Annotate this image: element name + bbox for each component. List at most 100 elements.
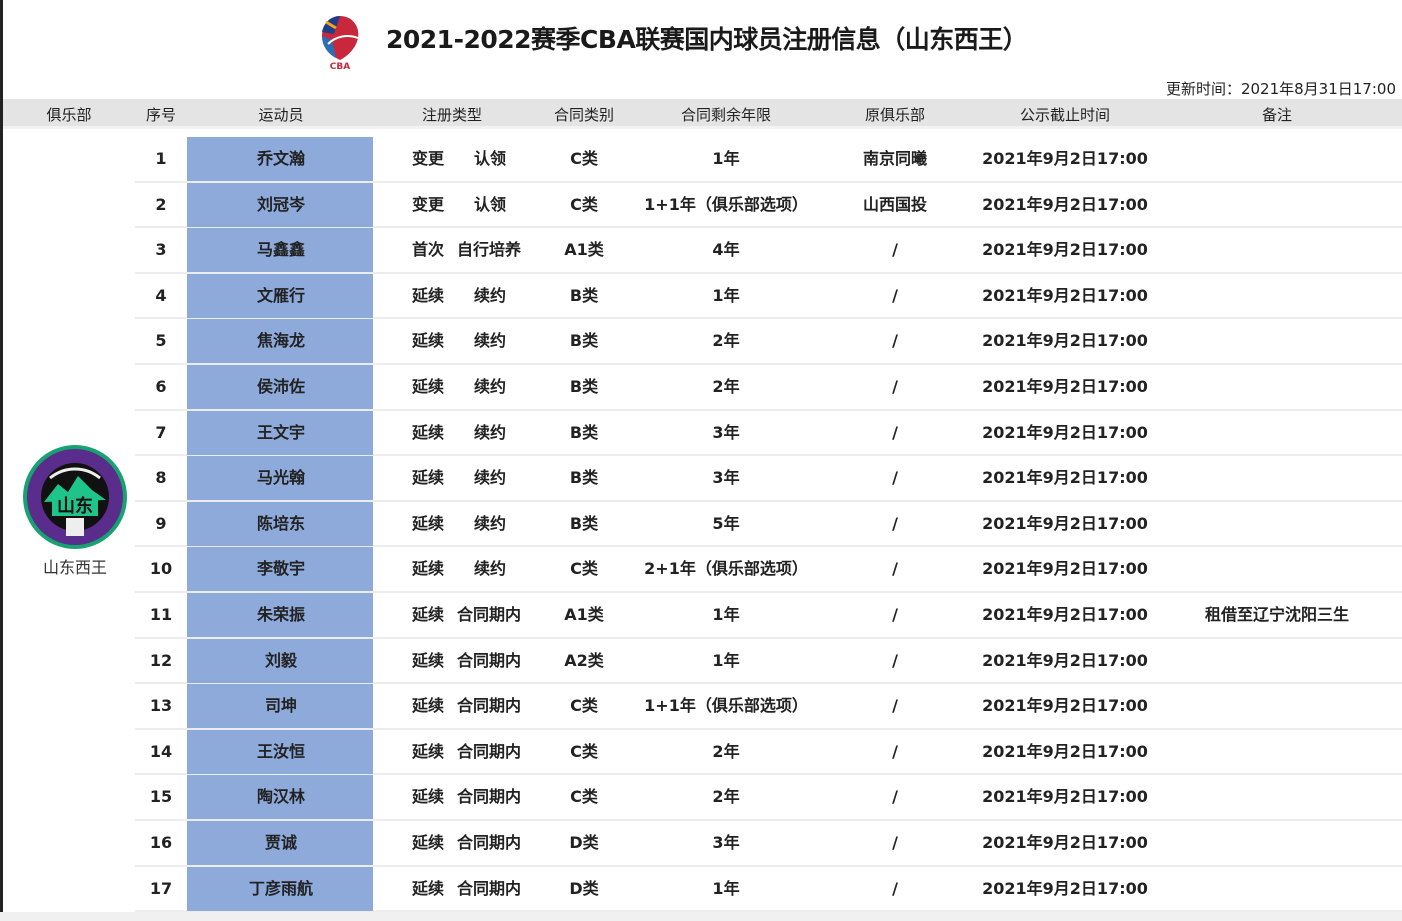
reg-type-primary: 延续	[412, 833, 445, 852]
table-row: 7 王文宇 延续 续约 B类 3年 / 2021年9月2日17:00	[135, 410, 1402, 457]
remaining-years: 1年	[712, 650, 740, 670]
row-number: 17	[149, 878, 173, 898]
header-club: 俱乐部	[46, 106, 92, 124]
previous-club: /	[892, 240, 898, 260]
reg-type-primary: 延续	[412, 559, 445, 579]
player-name: 马光翰	[256, 468, 306, 488]
row-number: 14	[149, 741, 173, 761]
header-player: 运动员	[258, 106, 304, 124]
contract-type: B类	[569, 285, 599, 305]
deadline: 2021年9月2日17:00	[982, 468, 1148, 488]
reg-type-primary: 延续	[412, 285, 445, 305]
remaining-years: 3年	[712, 422, 740, 442]
table-row: 13 司坤 延续 合同期内 C类 1+1年（俱乐部选项） / 2021年9月2日17:00	[135, 684, 1402, 730]
deadline: 2021年9月2日17:00	[982, 149, 1148, 168]
table-row: 4 文雁行 延续 续约 B类 1年 / 2021年9月2日17:00	[135, 273, 1402, 320]
player-name: 司坤	[264, 696, 298, 716]
table-row: 6 侯沛佐 延续 续约 B类 2年 / 2021年9月2日17:00	[135, 365, 1402, 411]
reg-type-secondary: 续约	[474, 285, 507, 305]
previous-club: /	[892, 513, 898, 533]
table-row: 2 刘冠岑 变更 认领 C类 1+1年（俱乐部选项） 山西国投 2021年9月2日17:00	[135, 182, 1402, 229]
header-note: 备注	[1261, 106, 1293, 124]
table-row: 3 马鑫鑫 首次 自行培养 A1类 4年 / 2021年9月2日17:00	[135, 228, 1402, 274]
reg-type-primary: 延续	[412, 650, 445, 670]
player-name-cell	[187, 456, 373, 501]
previous-club: /	[892, 787, 898, 807]
contract-type: A1类	[564, 240, 604, 260]
club-cell: 山东 山东西王	[20, 442, 130, 577]
previous-club: /	[892, 422, 898, 442]
contract-type: B类	[569, 513, 599, 533]
player-name: 乔文瀚	[256, 149, 306, 168]
deadline: 2021年9月2日17:00	[982, 741, 1148, 761]
player-name: 王汝恒	[256, 741, 306, 761]
header-number: 序号	[145, 106, 177, 124]
deadline: 2021年9月2日17:00	[982, 878, 1148, 898]
reg-type-secondary: 合同期内	[457, 833, 522, 852]
previous-club: /	[892, 650, 898, 670]
player-name-cell	[187, 775, 373, 820]
contract-type: B类	[569, 377, 599, 396]
previous-club: /	[892, 559, 898, 579]
deadline: 2021年9月2日17:00	[982, 285, 1148, 305]
player-name: 刘冠岑	[256, 194, 306, 214]
reg-type-secondary: 认领	[474, 194, 507, 214]
reg-type-secondary: 续约	[474, 377, 507, 396]
header-contract-type: 合同类别	[553, 106, 615, 124]
previous-club: /	[892, 696, 898, 716]
previous-club: 南京同曦	[862, 149, 928, 168]
remaining-years: 2+1年（俱乐部选项）	[644, 559, 808, 579]
reg-type-secondary: 续约	[474, 559, 507, 579]
previous-club: /	[892, 285, 898, 305]
previous-club: /	[892, 331, 898, 351]
reg-type-primary: 变更	[412, 194, 445, 214]
shandong-heroes-logo-icon: 山东	[23, 445, 127, 549]
table-row: 9 陈培东 延续 续约 B类 5年 / 2021年9月2日17:00	[135, 501, 1402, 548]
player-name-cell	[187, 273, 373, 318]
remaining-years: 1年	[712, 878, 740, 898]
remaining-years: 1+1年（俱乐部选项）	[644, 696, 808, 716]
contract-type: B类	[569, 468, 599, 488]
table-row: 5 焦海龙 延续 续约 B类 2年 / 2021年9月2日17:00	[135, 319, 1402, 365]
remaining-years: 1+1年（俱乐部选项）	[644, 194, 808, 214]
header-reg-type: 注册类型	[421, 106, 483, 124]
reg-type-primary: 延续	[412, 787, 445, 807]
deadline: 2021年9月2日17:00	[982, 513, 1148, 533]
contract-type: C类	[570, 787, 598, 807]
player-name: 贾诚	[264, 833, 298, 852]
reg-type-primary: 延续	[412, 422, 445, 442]
player-name-cell	[187, 729, 373, 774]
contract-type: D类	[569, 878, 599, 898]
remaining-years: 2年	[712, 331, 740, 351]
player-name: 李敬宇	[256, 559, 306, 579]
row-number: 13	[149, 696, 173, 716]
previous-club: /	[892, 605, 898, 624]
table-row: 8 马光翰 延续 续约 B类 3年 / 2021年9月2日17:00	[135, 456, 1402, 502]
player-name: 刘毅	[264, 650, 298, 670]
player-name-cell	[187, 410, 373, 455]
player-name: 丁彦雨航	[248, 878, 314, 898]
player-name-cell	[187, 684, 373, 729]
player-name: 朱荣振	[256, 605, 306, 624]
reg-type-secondary: 合同期内	[457, 696, 522, 716]
row-number: 9	[155, 513, 167, 533]
header-remaining-years: 合同剩余年限	[680, 106, 772, 124]
note: 租借至辽宁沈阳三生	[1204, 605, 1350, 624]
contract-type: C类	[570, 194, 598, 214]
reg-type-secondary: 合同期内	[457, 650, 522, 670]
contract-type: C类	[570, 741, 598, 761]
player-name-cell	[187, 137, 373, 181]
reg-type-primary: 延续	[412, 377, 445, 396]
deadline: 2021年9月2日17:00	[982, 240, 1148, 260]
row-number: 10	[149, 559, 173, 579]
update-time: 更新时间：2021年8月31日17:00	[1165, 80, 1396, 98]
cba-logo-icon: CBA	[322, 16, 359, 70]
deadline: 2021年9月2日17:00	[982, 194, 1148, 214]
remaining-years: 3年	[712, 833, 740, 852]
page-title: 2021-2022赛季CBA联赛国内球员注册信息（山东西王）	[386, 25, 1028, 54]
player-name-cell	[187, 365, 373, 409]
row-number: 5	[155, 331, 167, 351]
reg-type-primary: 延续	[412, 605, 445, 624]
contract-type: B类	[569, 422, 599, 442]
row-number: 4	[155, 285, 167, 305]
